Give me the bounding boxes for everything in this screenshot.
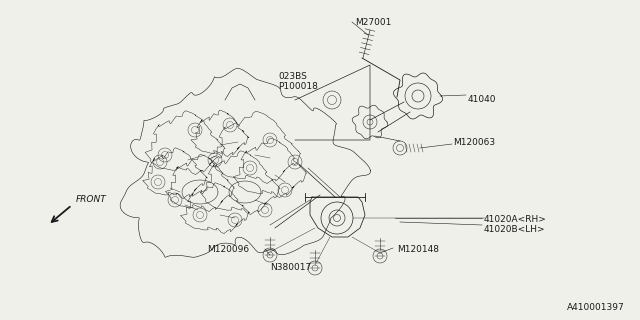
Text: 023BS: 023BS [278,72,307,81]
Text: 41020B<LH>: 41020B<LH> [484,225,546,234]
Text: 41040: 41040 [468,95,497,104]
Text: M27001: M27001 [355,18,392,27]
Text: P100018: P100018 [278,82,318,91]
Text: M120148: M120148 [397,245,439,254]
Text: A410001397: A410001397 [567,303,625,312]
Text: FRONT: FRONT [76,195,107,204]
Text: 41020A<RH>: 41020A<RH> [484,215,547,224]
Text: N380017: N380017 [270,263,311,272]
Text: M120096: M120096 [207,245,249,254]
Text: M120063: M120063 [453,138,495,147]
